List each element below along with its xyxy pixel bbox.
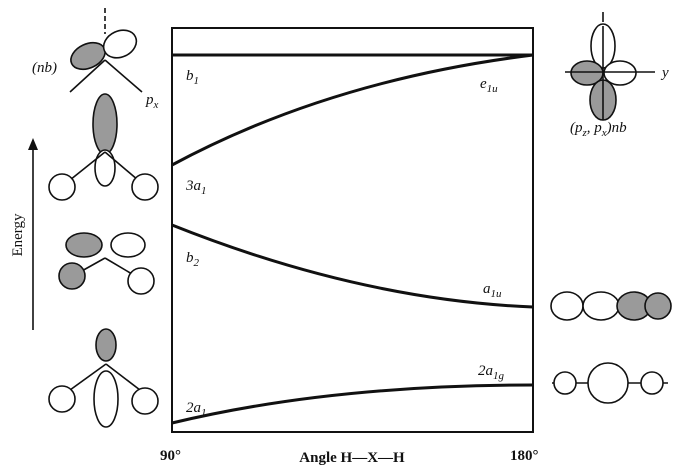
label-part: 1 [194, 75, 200, 87]
label-part: 3a [185, 178, 201, 194]
nb-label: (nb) [32, 60, 57, 76]
orbitals-left [49, 8, 158, 427]
label-part: (p [570, 120, 583, 136]
y-axis-label: y [660, 65, 669, 81]
x-label: Angle H—X—H [299, 450, 405, 466]
px-label: px [145, 92, 159, 111]
level-label: 2a1g [478, 363, 505, 382]
walsh-diagram: b1 e1u 3a1 b2 a1u 2a1 2a1g 90° 180° Angl… [0, 0, 676, 468]
level-label: 3a1 [185, 178, 207, 197]
level-label: b2 [186, 250, 200, 269]
level-label: e1u [480, 76, 498, 95]
x-right: 180° [510, 448, 539, 464]
label-part: 2a [478, 363, 493, 379]
pz-px-label: (pz, px)nb [570, 120, 627, 139]
label-part: 2 [194, 257, 200, 269]
label-part: , p [587, 120, 603, 136]
label-part: )nb [606, 120, 627, 136]
label-part: 1u [491, 288, 503, 300]
label-part: 2a [186, 400, 201, 416]
label-part: 1 [201, 185, 207, 197]
x-left: 90° [160, 448, 181, 464]
label-part: x [153, 99, 159, 111]
level-label: a1u [483, 281, 502, 300]
label-part: 1g [493, 370, 505, 382]
level-label: b1 [186, 68, 199, 87]
orbitals-right [551, 12, 671, 403]
label-part: 1 [201, 407, 207, 419]
label-part: a [483, 281, 491, 297]
y-label: Energy [10, 213, 26, 257]
arrow-head [28, 138, 38, 150]
label-part: 1u [487, 83, 499, 95]
